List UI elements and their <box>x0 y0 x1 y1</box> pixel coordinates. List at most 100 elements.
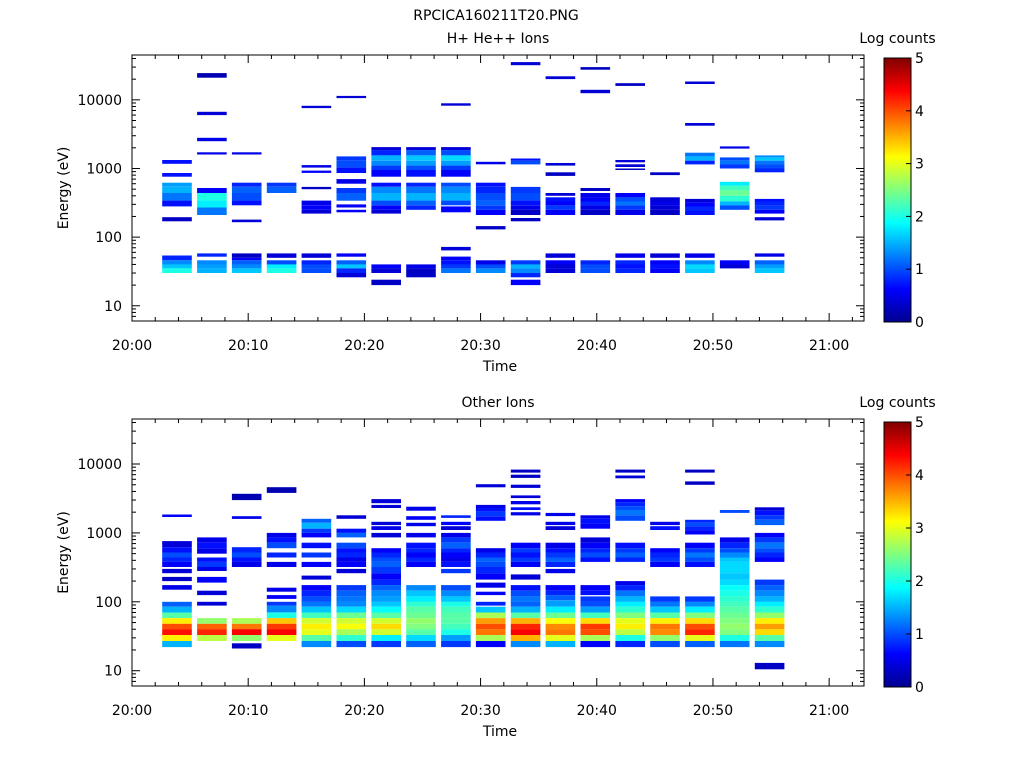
heatmap-cell <box>650 172 680 176</box>
heatmap-cell <box>406 165 436 170</box>
heatmap-cell <box>615 197 645 202</box>
heatmap-cell <box>650 264 680 269</box>
heatmap-cell <box>615 629 645 635</box>
heatmap-cell <box>406 522 436 527</box>
heatmap-cell <box>162 186 192 193</box>
heatmap-cell <box>650 548 680 553</box>
heatmap-cell <box>685 469 715 473</box>
heatmap-cell <box>406 557 436 562</box>
heatmap-cell <box>266 605 297 613</box>
heatmap-cell <box>475 561 506 567</box>
heatmap-cell <box>545 76 576 80</box>
heatmap-cell <box>441 557 471 562</box>
heatmap-cell <box>197 188 227 193</box>
heatmap-cell <box>441 601 471 607</box>
heatmap-cell <box>685 561 715 567</box>
heatmap-cell <box>266 587 297 592</box>
heatmap-cell <box>301 542 332 549</box>
heatmap-cell <box>754 618 785 624</box>
heatmap-cell <box>301 260 332 265</box>
heatmap-cell <box>510 260 541 265</box>
heatmap-cell <box>615 596 645 602</box>
heatmap-cell <box>545 193 576 196</box>
heatmap-cell <box>162 601 192 607</box>
heatmap-cell <box>754 253 785 257</box>
heatmap-cell <box>162 641 192 648</box>
heatmap-cell <box>754 601 785 607</box>
heatmap-cell <box>441 561 471 567</box>
y-axis-label: Energy (eV) <box>56 147 72 230</box>
heatmap-cell <box>266 601 297 606</box>
heatmap-cell <box>510 218 541 222</box>
heatmap-cell <box>162 612 192 619</box>
heatmap-cell <box>406 618 436 624</box>
heatmap-cell <box>441 193 471 201</box>
heatmap-cell <box>475 209 506 215</box>
heatmap-cell <box>371 596 401 602</box>
heatmap-cell <box>197 623 227 630</box>
heatmap-cell <box>615 164 645 167</box>
x-tick-label: 20:40 <box>577 703 617 719</box>
heatmap-cell <box>580 590 611 596</box>
heatmap-cell <box>475 205 506 210</box>
heatmap-cell <box>510 507 541 510</box>
heatmap-cell <box>231 635 262 641</box>
heatmap-cell <box>615 502 645 507</box>
heatmap-cell <box>475 601 506 606</box>
heatmap-cell <box>162 552 192 558</box>
heatmap-cell <box>650 601 680 607</box>
x-axis-label: Time <box>482 359 517 375</box>
heatmap-cell <box>475 268 506 273</box>
heatmap-cell <box>580 193 611 198</box>
heatmap-cell <box>441 596 471 602</box>
heatmap-cell <box>754 629 785 635</box>
heatmap-cell <box>580 523 611 529</box>
heatmap-cell <box>441 256 471 261</box>
heatmap-cell <box>580 542 611 549</box>
heatmap-cell <box>301 186 332 190</box>
colorbar-tick-label: 2 <box>915 209 924 225</box>
heatmap-cell <box>301 253 332 258</box>
heatmap-cell <box>650 201 680 206</box>
heatmap-cell <box>162 606 192 613</box>
heatmap-cell <box>685 152 715 157</box>
heatmap-cell <box>475 606 506 613</box>
heatmap-cell <box>580 201 611 206</box>
heatmap-cell <box>371 170 401 177</box>
heatmap-cell <box>441 612 471 619</box>
heatmap-cell <box>231 182 262 187</box>
heatmap-cell <box>162 193 192 201</box>
x-tick-label: 20:40 <box>577 338 617 354</box>
heatmap-cell <box>371 193 401 201</box>
heatmap-cell <box>545 172 576 176</box>
heatmap-cell <box>441 526 471 530</box>
x-tick-label: 21:00 <box>809 703 849 719</box>
heatmap-cell <box>580 557 611 562</box>
heatmap-cell <box>580 188 611 191</box>
heatmap-cell <box>371 573 401 580</box>
heatmap-cell <box>371 155 401 161</box>
heatmap-cell <box>475 516 506 521</box>
heatmap-cell <box>545 618 576 624</box>
heatmap-cell <box>301 200 332 206</box>
heatmap-cell <box>371 612 401 619</box>
heatmap-cell <box>231 219 262 223</box>
y-tick-label: 10 <box>104 299 122 315</box>
colorbar-label: Log counts <box>859 31 935 47</box>
heatmap-cell <box>510 205 541 210</box>
heatmap-cell <box>336 596 367 602</box>
heatmap-cell <box>475 612 506 619</box>
heatmap-cell <box>650 253 680 258</box>
heatmap-cell <box>615 193 645 198</box>
heatmap-cell <box>406 205 436 210</box>
heatmap-cell <box>406 264 436 269</box>
heatmap-cell <box>545 197 576 202</box>
heatmap-cell <box>650 521 680 526</box>
heatmap-cell <box>266 182 297 187</box>
heatmap-cell <box>197 601 227 606</box>
heatmap-cell <box>231 257 262 261</box>
heatmap-cell <box>685 202 715 207</box>
